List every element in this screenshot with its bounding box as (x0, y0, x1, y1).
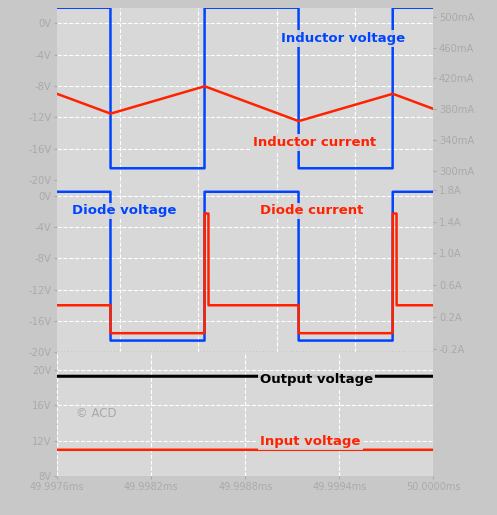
Text: Output voltage: Output voltage (260, 373, 373, 386)
Text: Diode current: Diode current (260, 204, 364, 217)
Text: Inductor voltage: Inductor voltage (281, 32, 405, 45)
Text: Diode voltage: Diode voltage (72, 204, 176, 217)
Text: Input voltage: Input voltage (260, 435, 361, 449)
Text: © ACD: © ACD (76, 407, 117, 420)
Text: Inductor current: Inductor current (253, 135, 376, 148)
